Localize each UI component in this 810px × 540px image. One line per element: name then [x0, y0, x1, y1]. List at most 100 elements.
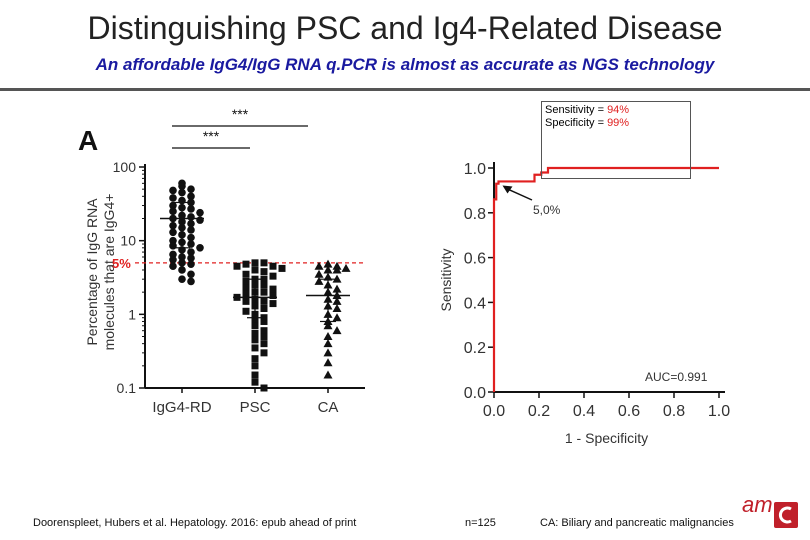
data-point-psc: [242, 260, 250, 268]
data-point-ca: [341, 263, 351, 272]
data-point-igg4rd: [187, 277, 195, 286]
data-point-igg4rd: [187, 198, 195, 207]
data-point-psc: [260, 259, 268, 267]
roc-x-tick-label: 0.4: [573, 403, 595, 420]
data-point-ca: [314, 276, 324, 285]
roc-y-tick-label: 0.4: [464, 295, 486, 312]
sensitivity-box: Sensitivity = 94% Specificity = 99%: [541, 101, 691, 179]
data-point-ca: [323, 259, 333, 268]
data-point-ca: [332, 296, 342, 305]
figure-panel: [57, 92, 779, 460]
data-point-psc: [260, 317, 268, 325]
data-point-psc: [260, 314, 268, 322]
panel-label: A: [78, 125, 98, 156]
roc-x-tick-label: 0.0: [483, 403, 505, 420]
y-tick-label-a: 100: [113, 159, 137, 175]
data-point-ca: [314, 269, 324, 278]
roc-annotation-label: 5,0%: [533, 203, 561, 217]
roc-curve: [492, 166, 719, 392]
data-point-igg4rd: [169, 250, 177, 259]
data-point-psc: [278, 264, 286, 272]
y-tick-label-a: 1: [128, 306, 136, 322]
specificity-value: 99%: [607, 117, 630, 129]
data-point-psc: [242, 270, 250, 278]
amc-logo: am: [742, 492, 798, 528]
data-point-igg4rd: [187, 233, 195, 242]
data-point-psc: [260, 268, 268, 276]
data-point-ca: [323, 321, 333, 330]
data-point-psc: [260, 333, 268, 341]
data-point-ca: [323, 339, 333, 348]
data-point-psc: [260, 384, 268, 392]
data-point-igg4rd: [169, 207, 177, 216]
data-point-igg4rd: [187, 192, 195, 201]
data-point-psc: [260, 297, 268, 305]
data-point-igg4rd: [169, 236, 177, 245]
roc-y-axis-label: Sensitivity: [438, 248, 454, 311]
roc-y-tick-label: 0.0: [464, 385, 486, 402]
data-point-igg4rd: [187, 185, 195, 193]
data-point-psc: [242, 277, 250, 285]
y-tick-label-a: 10: [120, 233, 136, 249]
data-point-psc: [251, 316, 259, 324]
cutoff-label: 5%: [112, 256, 131, 271]
data-point-igg4rd: [169, 255, 177, 264]
data-point-ca: [332, 304, 342, 313]
significance-label: ***: [203, 128, 220, 144]
data-point-psc: [260, 349, 268, 357]
data-point-igg4rd: [187, 254, 195, 262]
data-point-igg4rd: [196, 216, 204, 224]
data-point-ca: [323, 265, 333, 274]
roc-x-axis-label: 1 - Specificity: [565, 430, 648, 446]
data-point-igg4rd: [196, 208, 204, 217]
y-tick-label-a: 0.1: [117, 380, 137, 396]
sample-size: n=125: [465, 517, 496, 529]
y-axis-label-line1: Percentage of IgG RNA: [84, 198, 100, 346]
data-point-igg4rd: [169, 186, 177, 195]
data-point-igg4rd: [187, 240, 195, 248]
data-point-psc: [269, 292, 277, 300]
data-point-psc: [251, 336, 259, 344]
data-point-ca: [332, 265, 342, 274]
data-point-psc: [269, 285, 277, 293]
significance-label: ***: [232, 106, 249, 122]
data-point-igg4rd: [178, 182, 186, 190]
data-point-igg4rd: [178, 259, 186, 267]
data-point-psc: [251, 344, 259, 352]
data-point-ca: [332, 326, 342, 335]
data-point-psc: [260, 275, 268, 283]
data-point-ca: [332, 284, 342, 293]
y-axis-label-line2: molecules that are IgG4+: [101, 194, 117, 351]
data-point-psc: [269, 300, 277, 308]
logo-text: am: [742, 492, 773, 517]
data-point-psc: [242, 297, 250, 305]
roc-annotation-arrowhead: [502, 185, 513, 194]
data-point-ca: [332, 313, 342, 322]
data-point-psc: [251, 378, 259, 386]
data-point-igg4rd: [169, 242, 177, 250]
specificity-label: Specificity =: [545, 117, 604, 129]
data-point-ca: [332, 274, 342, 283]
data-point-psc: [251, 362, 259, 370]
data-point-igg4rd: [187, 226, 195, 234]
slide-subtitle: An affordable IgG4/IgG RNA q.PCR is almo…: [95, 55, 715, 74]
data-point-psc: [251, 329, 259, 337]
roc-y-tick-label: 0.6: [464, 251, 486, 268]
data-point-psc: [251, 266, 259, 274]
data-point-psc: [251, 322, 259, 330]
roc-y-tick-label: 1.0: [464, 161, 486, 178]
data-point-psc: [260, 305, 268, 313]
data-point-igg4rd: [187, 205, 195, 213]
data-point-igg4rd: [178, 253, 186, 261]
roc-y-tick-label: 0.8: [464, 206, 486, 223]
data-point-ca: [323, 370, 333, 379]
citation: Doorenspleet, Hubers et al. Hepatology. …: [33, 517, 357, 529]
data-point-psc: [242, 290, 250, 298]
data-point-igg4rd: [178, 188, 186, 197]
data-point-igg4rd: [169, 262, 177, 271]
data-point-psc: [251, 259, 259, 267]
footnote: CA: Biliary and pancreatic malignancies: [540, 517, 734, 529]
data-point-igg4rd: [187, 270, 195, 279]
data-point-igg4rd: [169, 228, 177, 237]
